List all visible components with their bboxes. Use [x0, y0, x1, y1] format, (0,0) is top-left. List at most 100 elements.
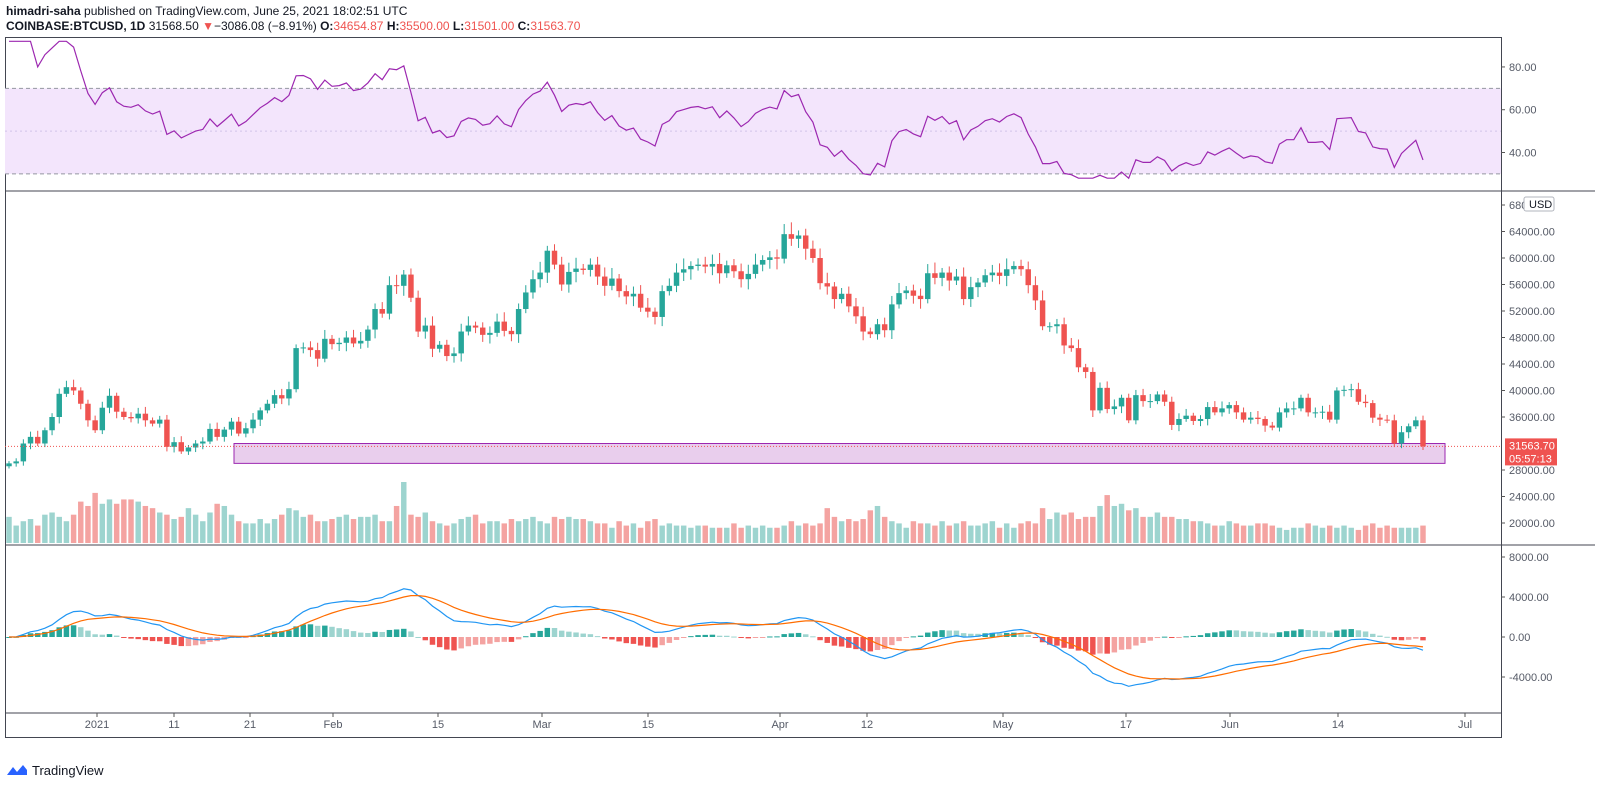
- volume-bar: [56, 516, 62, 543]
- macd-histogram-bar: [896, 637, 902, 642]
- macd-histogram-bar: [1305, 630, 1311, 637]
- macd-histogram-bar: [1326, 632, 1333, 637]
- candle-body: [279, 395, 285, 399]
- macd-histogram-bar: [458, 637, 464, 649]
- macd-histogram-bar: [630, 637, 637, 644]
- macd-histogram-bar: [759, 637, 766, 638]
- macd-tick-label: 8000.00: [1509, 552, 1549, 564]
- volume-bar: [889, 521, 895, 543]
- tradingview-footer[interactable]: TradingView: [6, 760, 104, 780]
- volume-bar: [587, 521, 594, 543]
- price-tick-label: 64000.00: [1509, 227, 1555, 239]
- macd-histogram-bar: [1075, 637, 1082, 651]
- candle-body: [1226, 405, 1232, 409]
- candle-body: [1398, 432, 1405, 444]
- macd-histogram-bar: [106, 634, 113, 637]
- volume-bar: [329, 519, 335, 543]
- author-name[interactable]: himadri-saha: [6, 4, 81, 18]
- macd-histogram-bar: [178, 637, 184, 647]
- candle-body: [1133, 395, 1139, 421]
- volume-bar: [1312, 525, 1319, 543]
- volume-bar: [1082, 516, 1089, 543]
- volume-bar: [1133, 508, 1139, 543]
- macd-histogram-bar: [1233, 630, 1240, 637]
- candle-body: [106, 395, 113, 408]
- volume-bar: [702, 525, 708, 543]
- macd-histogram-bar: [724, 635, 730, 637]
- volume-bar: [1283, 529, 1290, 543]
- x-tick-label: Feb: [324, 719, 343, 731]
- candle-body: [1025, 269, 1031, 286]
- macd-histogram-bar: [817, 637, 823, 641]
- volume-bar: [602, 523, 608, 543]
- candle-body: [1413, 420, 1419, 427]
- volume-bar: [673, 525, 680, 543]
- volume-bar: [1334, 527, 1340, 543]
- macd-histogram-bar: [781, 634, 787, 637]
- macd-histogram-bar: [738, 637, 744, 638]
- low-value: 31501.00: [464, 19, 515, 33]
- volume-bar: [1068, 512, 1075, 543]
- macd-histogram-bar: [157, 637, 163, 642]
- candle-body: [228, 421, 235, 430]
- candle-body: [63, 387, 70, 394]
- macd-histogram-bar: [451, 637, 457, 651]
- macd-histogram-bar: [70, 625, 77, 637]
- x-tick-label: 2021: [85, 719, 109, 731]
- chart-area[interactable]: 80.0060.0040.0068000.0064000.0060000.005…: [5, 37, 1595, 755]
- macd-histogram-bar: [185, 637, 192, 647]
- candle-body: [171, 442, 177, 447]
- volume-bar: [1255, 523, 1261, 543]
- candle-body: [1147, 401, 1153, 403]
- macd-histogram-bar: [1219, 631, 1225, 637]
- currency-badge[interactable]: [1523, 196, 1555, 212]
- candle-body: [1219, 408, 1225, 413]
- candle-body: [42, 430, 48, 444]
- macd-histogram-bar: [343, 629, 350, 637]
- candle-body: [968, 287, 974, 300]
- candle-body: [652, 311, 658, 317]
- candle-body: [379, 309, 385, 314]
- volume-bar: [645, 521, 651, 543]
- candle-body: [149, 420, 156, 424]
- macd-histogram-bar: [680, 637, 687, 638]
- volume-bar: [846, 519, 852, 543]
- volume-bar: [523, 519, 529, 543]
- macd-histogram-bar: [810, 636, 816, 638]
- macd-histogram-bar: [92, 634, 98, 637]
- macd-histogram-bar: [551, 628, 558, 637]
- candle-body: [738, 271, 744, 280]
- x-tick-label: 17: [1120, 719, 1132, 731]
- macd-histogram-bar: [78, 627, 84, 637]
- macd-histogram-bar: [695, 635, 701, 637]
- volume-bar: [795, 525, 802, 543]
- volume-bar: [975, 525, 981, 543]
- candle-body: [343, 337, 350, 343]
- volume-bar: [996, 527, 1003, 543]
- macd-histogram-bar: [1269, 633, 1275, 637]
- volume-bar: [142, 505, 149, 543]
- chart-svg[interactable]: 80.0060.0040.0068000.0064000.0060000.005…: [5, 37, 1595, 755]
- candle-body: [1047, 326, 1053, 328]
- macd-histogram-bar: [1111, 637, 1118, 653]
- macd-histogram-bar: [867, 637, 874, 652]
- macd-histogram-bar: [56, 627, 62, 637]
- candle-body: [451, 353, 457, 357]
- macd-histogram-bar: [996, 633, 1003, 637]
- support-zone[interactable]: [233, 443, 1446, 464]
- macd-histogram-bar: [1420, 637, 1426, 641]
- macd-histogram-bar: [515, 637, 522, 640]
- volume-bar: [1104, 495, 1110, 543]
- macd-histogram-bar: [903, 637, 909, 638]
- volume-bar: [1125, 510, 1132, 543]
- macd-histogram-bar: [932, 631, 938, 637]
- candle-body: [307, 347, 314, 351]
- volume-bar: [594, 523, 601, 543]
- volume-bar: [451, 523, 457, 543]
- volume-bar: [623, 525, 630, 543]
- candle-body: [1377, 417, 1383, 420]
- macd-histogram-bar: [659, 637, 665, 646]
- volume-bar: [810, 525, 816, 543]
- volume-bar: [1226, 521, 1232, 543]
- macd-histogram-bar: [1348, 629, 1354, 637]
